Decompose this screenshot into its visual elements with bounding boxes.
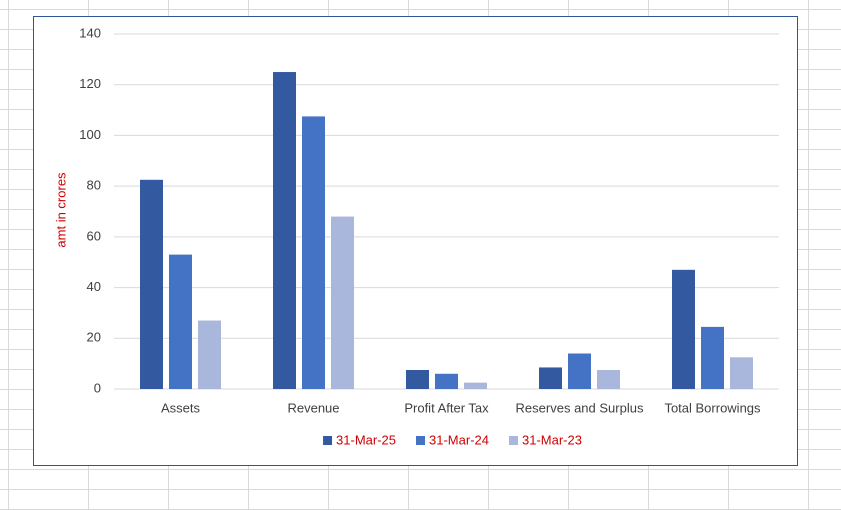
bar xyxy=(169,254,192,389)
bar xyxy=(198,320,221,389)
bar xyxy=(672,269,695,389)
bar xyxy=(539,367,562,389)
bar xyxy=(435,373,458,389)
bar xyxy=(568,353,591,389)
y-tick-label: 0 xyxy=(94,380,101,395)
legend-label: 31-Mar-25 xyxy=(336,432,396,447)
legend-label: 31-Mar-24 xyxy=(429,432,489,447)
bar xyxy=(273,72,296,390)
y-tick-label: 120 xyxy=(79,76,101,91)
y-tick-label: 80 xyxy=(87,178,101,193)
legend-swatch xyxy=(508,436,518,445)
bar xyxy=(140,179,163,389)
y-tick-label: 20 xyxy=(87,330,101,345)
y-tick-label: 60 xyxy=(87,228,101,243)
bar xyxy=(464,382,487,389)
bar xyxy=(406,369,429,389)
x-tick-label: Total Borrowings xyxy=(664,400,761,415)
x-tick-label: Assets xyxy=(161,400,201,415)
x-tick-label: Revenue xyxy=(287,400,339,415)
y-tick-label: 100 xyxy=(79,127,101,142)
legend-swatch xyxy=(323,436,333,445)
bar xyxy=(302,116,325,390)
bar xyxy=(331,216,354,389)
y-tick-label: 40 xyxy=(87,279,101,294)
y-tick-label: 140 xyxy=(79,25,101,40)
bar xyxy=(597,369,620,389)
legend-label: 31-Mar-23 xyxy=(522,432,582,447)
x-tick-label: Reserves and Surplus xyxy=(516,400,644,415)
bar xyxy=(701,326,724,389)
y-axis-title: amt in crores xyxy=(53,172,68,248)
bar xyxy=(730,357,753,389)
legend-swatch xyxy=(416,436,426,445)
x-tick-label: Profit After Tax xyxy=(404,400,489,415)
